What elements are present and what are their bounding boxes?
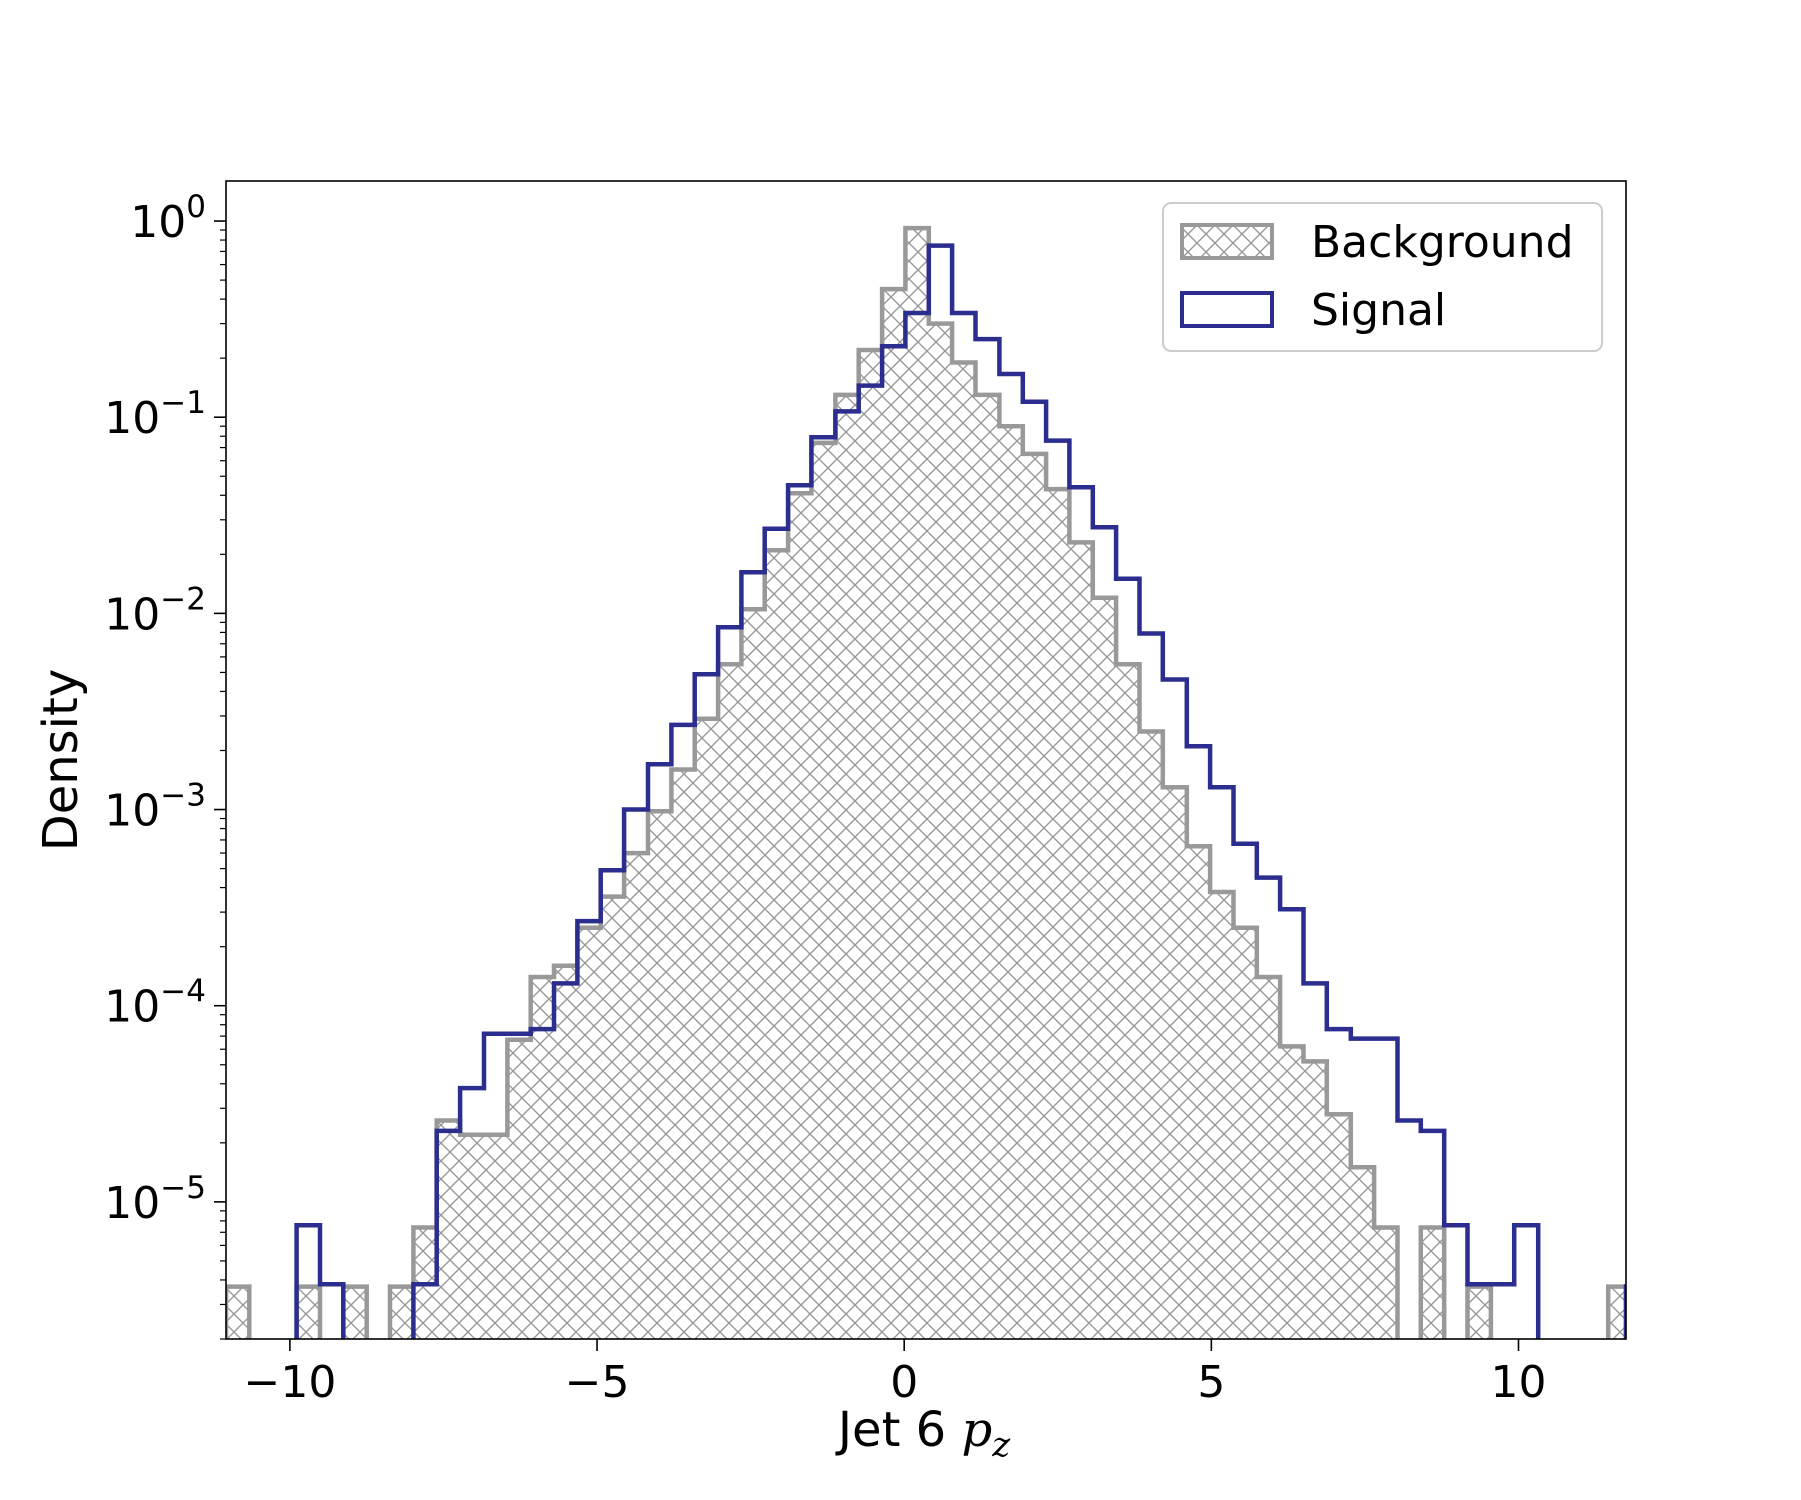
background-bar — [1326, 1114, 1351, 1339]
background-bar — [1233, 927, 1257, 1339]
background-bar — [343, 1286, 367, 1339]
legend: Background Signal — [1162, 202, 1603, 352]
signal-outline — [294, 243, 1626, 1339]
background-bar — [460, 1134, 485, 1339]
plot-frame — [225, 180, 1627, 1340]
background-bar — [600, 896, 624, 1339]
svg-text:Jet 6 pz: Jet 6 pz — [835, 1402, 1011, 1465]
background-bar — [835, 394, 859, 1339]
plot-area — [226, 225, 1626, 1339]
background-bar — [1303, 1061, 1327, 1339]
x-tick-label: −10 — [243, 1357, 336, 1408]
background-bar — [226, 1286, 250, 1339]
background-bar — [764, 550, 788, 1339]
background-bar — [975, 394, 1000, 1339]
background-bar — [484, 1134, 508, 1339]
legend-label-signal: Signal — [1311, 285, 1446, 336]
background-bar — [648, 811, 672, 1339]
axis-ticks: −10 −5 0 5 10 100 10−1 10−2 10−3 10−4 10−5 — [104, 189, 1546, 1408]
background-bar — [1350, 1167, 1375, 1339]
background-bar — [999, 426, 1023, 1339]
y-axis-label: Density — [33, 669, 89, 851]
legend-swatch-signal — [1180, 291, 1274, 328]
background-bar — [811, 442, 836, 1339]
background-bar — [1162, 787, 1187, 1339]
x-tick-label: −5 — [565, 1357, 630, 1408]
x-tick-label: 5 — [1197, 1357, 1225, 1408]
background-bar — [788, 493, 812, 1339]
background-bar — [1046, 489, 1070, 1339]
background-bar — [390, 1286, 414, 1339]
background-bar — [1069, 542, 1093, 1339]
legend-swatch-background — [1180, 223, 1274, 260]
background-bar — [1092, 597, 1117, 1339]
background-bar — [436, 1120, 460, 1339]
background-bar — [296, 1286, 320, 1339]
background-bar — [1022, 453, 1047, 1339]
x-axis-label-math: p — [961, 1402, 992, 1458]
background-bar — [858, 350, 882, 1339]
y-tick-label: 10−3 — [104, 778, 206, 837]
y-tick-label: 10−4 — [104, 974, 206, 1033]
background-bar — [1608, 1286, 1626, 1339]
background-bar — [1467, 1286, 1491, 1339]
background-bar — [554, 965, 578, 1339]
background-bar — [507, 1039, 531, 1339]
background-bar — [1116, 664, 1140, 1339]
background-bar — [882, 289, 906, 1339]
background-bar — [624, 853, 649, 1339]
x-axis-label-text: Jet 6 — [835, 1402, 946, 1458]
x-axis-label-subscript: z — [991, 1425, 1011, 1465]
x-axis-label: Jet 6 pz — [835, 1402, 1011, 1465]
x-tick-label: 0 — [890, 1357, 918, 1408]
background-bar — [1139, 731, 1163, 1339]
y-tick-label: 10−1 — [104, 385, 206, 444]
background-bar — [741, 609, 765, 1339]
background-bar — [1186, 846, 1211, 1339]
background-bar — [530, 977, 554, 1339]
y-tick-label: 10−5 — [104, 1170, 206, 1229]
x-tick-label: 10 — [1490, 1357, 1546, 1408]
y-tick-label: 10−2 — [104, 581, 206, 640]
background-bar — [1280, 1046, 1304, 1339]
background-outline — [226, 225, 1626, 1339]
legend-label-background: Background — [1311, 217, 1574, 268]
background-bar — [694, 718, 718, 1339]
background-bar — [928, 323, 953, 1339]
background-bar — [577, 927, 601, 1339]
background-bar — [671, 769, 695, 1339]
background-bar — [905, 228, 929, 1339]
background-bar — [1210, 892, 1234, 1339]
background-bar — [718, 664, 742, 1339]
background-bar — [1256, 977, 1281, 1339]
series-group — [226, 225, 1626, 1339]
background-bar — [952, 362, 976, 1339]
y-tick-label: 100 — [130, 189, 206, 248]
background-bar — [1374, 1227, 1398, 1339]
background-bar — [1420, 1227, 1445, 1339]
